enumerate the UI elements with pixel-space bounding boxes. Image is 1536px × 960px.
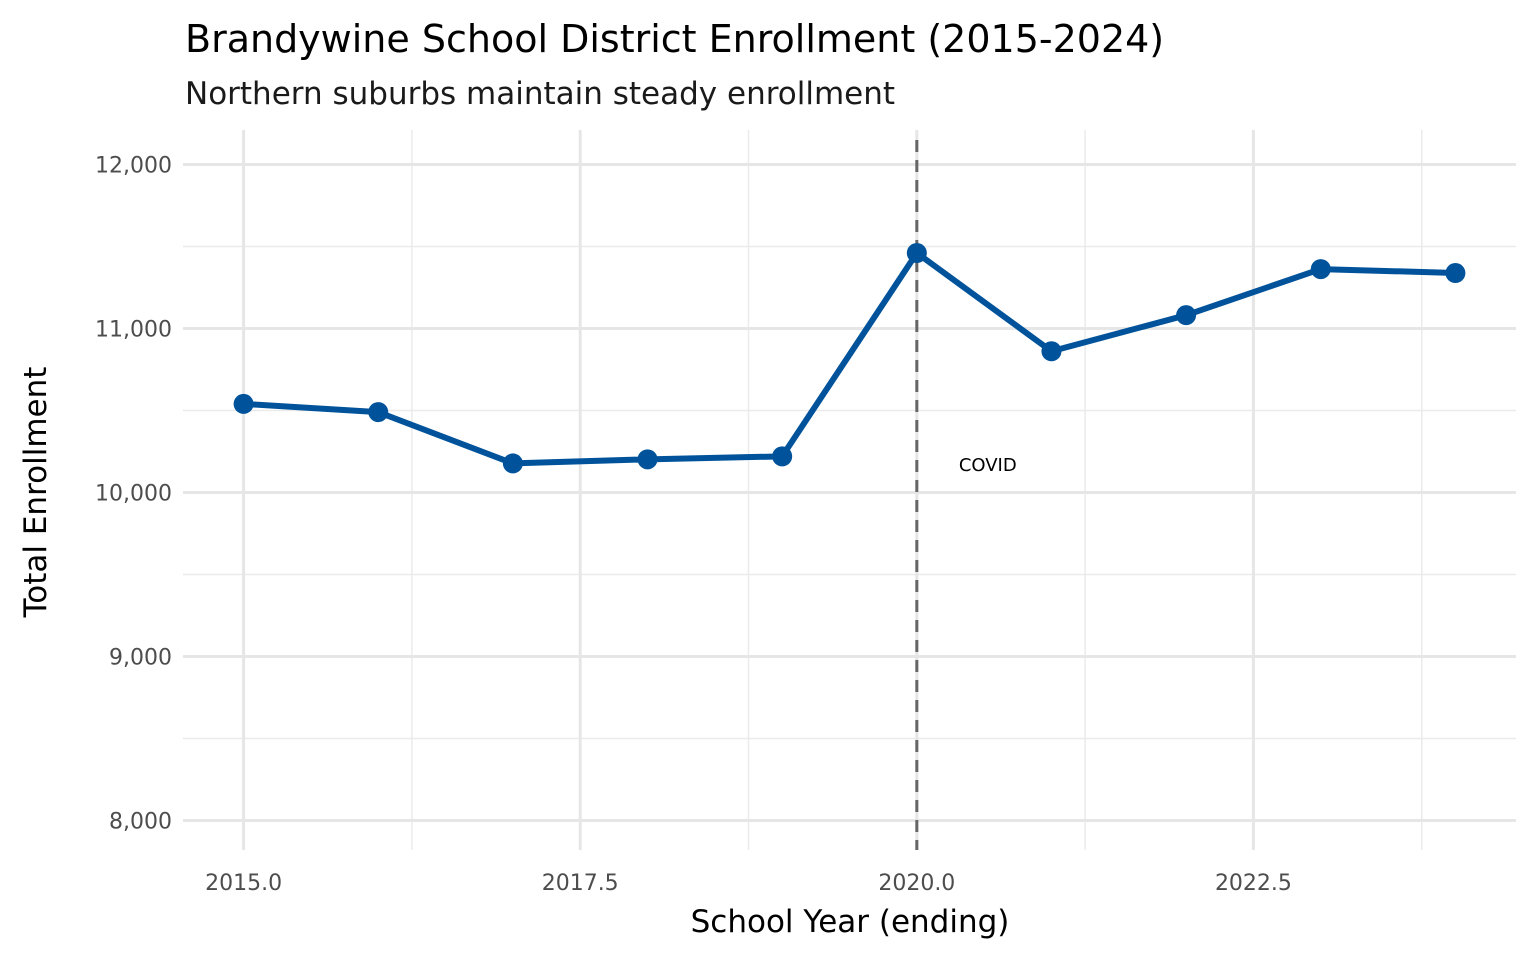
data-point — [1310, 259, 1331, 280]
covid-label: COVID — [959, 455, 1017, 476]
gridlines — [183, 130, 1516, 850]
x-tick-label: 2017.5 — [542, 871, 619, 896]
chart-subtitle: Northern suburbs maintain steady enrollm… — [185, 76, 895, 112]
data-point — [368, 402, 389, 423]
data-point — [1041, 341, 1062, 362]
series-line — [243, 250, 1456, 467]
data-point — [502, 453, 523, 474]
y-axis-title: Total Enrollment — [18, 367, 54, 619]
data-point — [1176, 305, 1197, 326]
covid-annotation: COVID — [915, 140, 1017, 850]
data-point — [772, 446, 793, 467]
y-tick-label: 11,000 — [95, 317, 172, 342]
x-tick-label: 2022.5 — [1215, 871, 1292, 896]
x-axis-ticks: 2015.0 2017.5 2020.0 2022.5 — [205, 871, 1292, 896]
y-tick-label: 12,000 — [95, 153, 172, 178]
data-point — [637, 449, 658, 470]
chart-title: Brandywine School District Enrollment (2… — [185, 17, 1164, 61]
x-tick-label: 2020.0 — [878, 871, 955, 896]
data-point — [906, 243, 927, 264]
y-tick-label: 10,000 — [95, 481, 172, 506]
enrollment-series — [233, 243, 1466, 474]
x-axis-title: School Year (ending) — [691, 904, 1010, 940]
data-point — [233, 393, 254, 414]
y-tick-label: 9,000 — [109, 645, 172, 670]
x-tick-label: 2015.0 — [205, 871, 282, 896]
y-tick-label: 8,000 — [109, 809, 172, 834]
y-axis-ticks: 8,000 9,000 10,000 11,000 12,000 — [95, 153, 172, 834]
data-point — [1445, 263, 1466, 284]
